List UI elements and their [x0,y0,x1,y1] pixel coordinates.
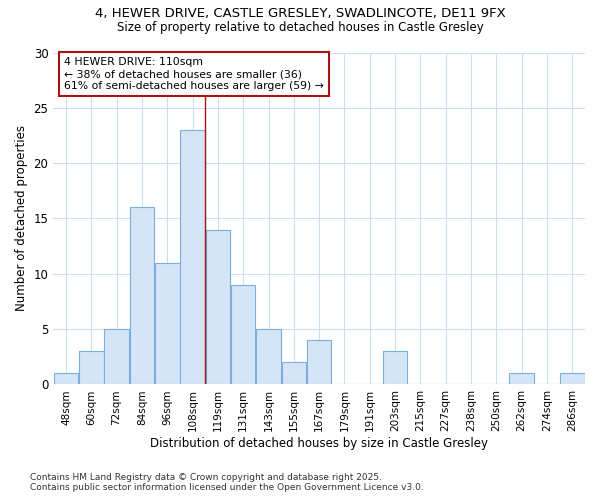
Text: Size of property relative to detached houses in Castle Gresley: Size of property relative to detached ho… [116,21,484,34]
Bar [231,285,256,384]
Bar [180,130,205,384]
X-axis label: Distribution of detached houses by size in Castle Gresley: Distribution of detached houses by size … [150,437,488,450]
Bar [560,374,584,384]
Text: 4 HEWER DRIVE: 110sqm
← 38% of detached houses are smaller (36)
61% of semi-deta: 4 HEWER DRIVE: 110sqm ← 38% of detached … [64,58,324,90]
Bar [509,374,534,384]
Bar [155,262,179,384]
Bar [281,362,306,384]
Bar [79,352,104,384]
Bar [53,374,78,384]
Bar [104,329,129,384]
Text: Contains HM Land Registry data © Crown copyright and database right 2025.
Contai: Contains HM Land Registry data © Crown c… [30,473,424,492]
Text: 4, HEWER DRIVE, CASTLE GRESLEY, SWADLINCOTE, DE11 9FX: 4, HEWER DRIVE, CASTLE GRESLEY, SWADLINC… [95,8,505,20]
Bar [383,352,407,384]
Y-axis label: Number of detached properties: Number of detached properties [15,126,28,312]
Bar [130,208,154,384]
Bar [256,329,281,384]
Bar [206,230,230,384]
Bar [307,340,331,384]
